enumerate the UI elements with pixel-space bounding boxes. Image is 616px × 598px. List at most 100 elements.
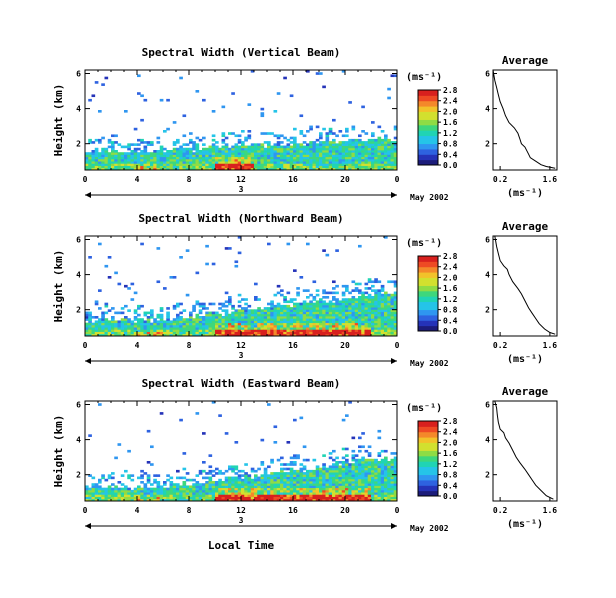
heatmap-cells: [85, 236, 398, 337]
heatmap-cell: [354, 304, 359, 308]
heatmap-cell: [377, 461, 382, 464]
heatmap-cell: [114, 494, 118, 497]
heatmap-cell: [179, 494, 183, 497]
heatmap-cell: [172, 165, 177, 169]
heatmap-cell: [393, 280, 398, 284]
heatmap-cell: [351, 156, 356, 160]
heatmap-cell: [198, 489, 203, 493]
heatmap-cell: [341, 498, 346, 502]
heatmap-cell: [354, 150, 359, 153]
heatmap-cell: [247, 318, 252, 321]
heatmap-cell: [364, 291, 369, 295]
heatmap-cell: [182, 143, 187, 146]
heatmap-cell: [280, 474, 284, 477]
heatmap-cell: [341, 313, 346, 317]
colorbar-segment: [418, 95, 438, 99]
colorbar-segment: [418, 304, 438, 308]
heatmap-cell: [361, 463, 365, 466]
heatmap-cell: [260, 145, 265, 149]
heatmap-cell: [176, 498, 180, 502]
heatmap-cell: [364, 324, 369, 328]
heatmap-cell: [140, 331, 144, 335]
heatmap-cell: [163, 487, 167, 491]
heatmap-cell: [358, 318, 362, 321]
heatmap-cell: [146, 327, 151, 330]
heatmap-cell: [101, 147, 105, 151]
heatmap-cell: [107, 476, 112, 480]
heatmap-cell: [88, 496, 92, 500]
heatmap-cell: [374, 492, 378, 495]
heatmap-cell: [351, 165, 356, 169]
heatmap-cell: [280, 163, 284, 166]
colorbar-segment: [418, 261, 438, 265]
heatmap-cell: [140, 163, 144, 166]
heatmap-cell: [380, 143, 385, 146]
heatmap-cell: [202, 136, 206, 140]
heatmap-cell: [387, 158, 391, 162]
heatmap-cell: [367, 318, 372, 321]
heatmap-cell: [111, 307, 115, 310]
heatmap-cell: [263, 469, 268, 473]
heatmap-cell: [137, 92, 141, 95]
heatmap-cell: [156, 496, 161, 500]
heatmap-cell: [351, 163, 356, 166]
heatmap-cell: [224, 489, 229, 493]
average-y-tick-label: 2: [485, 306, 490, 315]
heatmap-cell: [85, 158, 89, 162]
heatmap-cell: [254, 476, 258, 480]
heatmap-cell: [319, 298, 323, 301]
heatmap-cell: [322, 249, 326, 252]
heatmap-cell: [335, 167, 339, 171]
heatmap-cell: [130, 331, 135, 335]
heatmap-cell: [185, 158, 190, 162]
heatmap-cell: [85, 313, 89, 317]
heatmap-cell: [364, 300, 369, 304]
heatmap-cell: [153, 161, 157, 164]
heatmap-cell: [325, 158, 330, 162]
heatmap-cell: [159, 147, 164, 151]
heatmap-cell: [156, 316, 161, 319]
heatmap-cell: [88, 487, 92, 491]
heatmap-cell: [364, 313, 369, 317]
heatmap-cell: [195, 320, 200, 324]
heatmap-cell: [179, 302, 183, 306]
heatmap-cell: [332, 322, 336, 326]
heatmap-cell: [195, 136, 200, 140]
heatmap-cell: [325, 474, 330, 477]
heatmap-cell: [156, 150, 161, 153]
heatmap-cell: [208, 454, 213, 457]
heatmap-cell: [293, 329, 297, 332]
heatmap-cell: [88, 154, 92, 158]
heatmap-cell: [159, 331, 164, 335]
heatmap-cell: [172, 167, 177, 171]
heatmap-cell: [182, 309, 187, 312]
heatmap-cell: [143, 147, 148, 151]
heatmap-cell: [315, 478, 320, 482]
heatmap-cell: [133, 163, 138, 166]
heatmap-cell: [289, 461, 294, 464]
heatmap-cell: [153, 156, 157, 160]
heatmap-cell: [146, 156, 151, 160]
heatmap-cell: [172, 322, 177, 326]
heatmap-cell: [338, 154, 343, 158]
heatmap-cell: [374, 300, 378, 304]
heatmap-cell: [364, 145, 369, 149]
heatmap-cell: [387, 492, 391, 495]
heatmap-cell: [358, 320, 362, 324]
heatmap-cell: [244, 331, 248, 335]
heatmap-cell: [309, 316, 313, 319]
heatmap-cell: [260, 494, 265, 497]
heatmap-cell: [280, 318, 284, 321]
heatmap-cell: [384, 324, 388, 328]
heatmap-cell: [101, 476, 105, 480]
heatmap-cell: [380, 333, 385, 337]
heatmap-cell: [166, 487, 170, 491]
heatmap-cell: [156, 247, 161, 250]
heatmap-cell: [377, 300, 382, 304]
heatmap-cell: [289, 478, 294, 482]
heatmap-cell: [286, 138, 291, 142]
heatmap-cell: [124, 492, 128, 495]
heatmap-cell: [390, 322, 395, 326]
heatmap-cell: [289, 320, 294, 324]
heatmap-cell: [254, 145, 258, 149]
